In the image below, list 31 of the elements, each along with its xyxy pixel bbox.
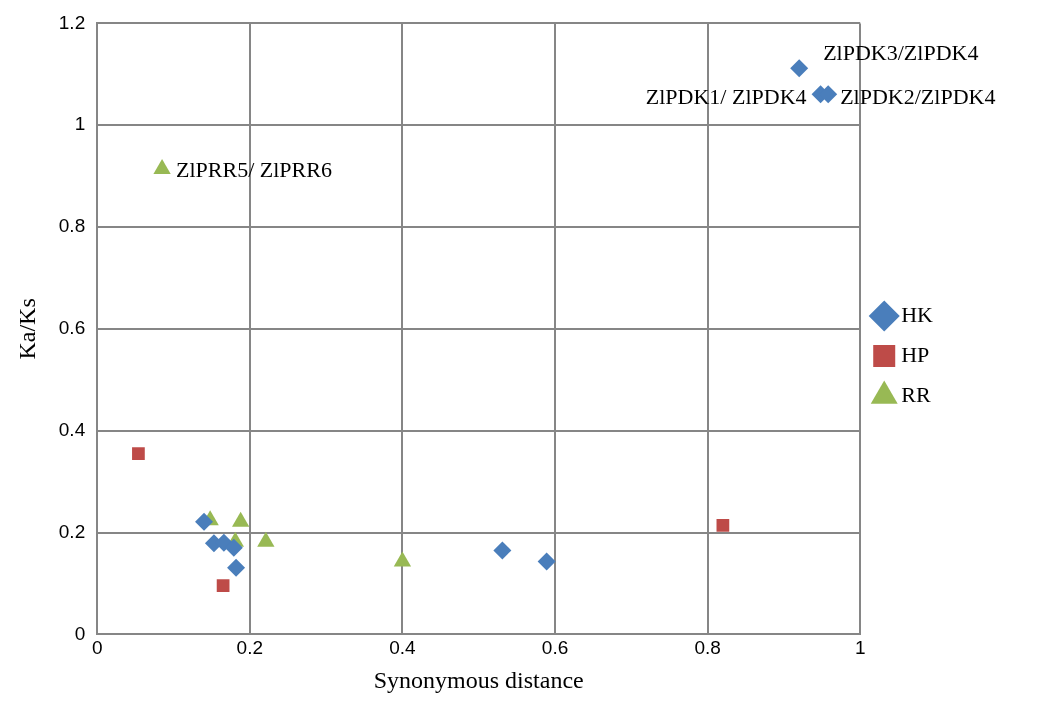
y-tick-label: 0.4 <box>58 418 86 440</box>
y-tick-label: 1.2 <box>58 11 86 33</box>
point <box>195 512 214 531</box>
x-tick-label: 0.2 <box>236 637 264 659</box>
y-tick-label: 0.2 <box>58 520 86 542</box>
x-axis-title: Synonymous distance <box>373 666 584 693</box>
annotation: ZlPDK2/ZlPDK4 <box>840 83 996 109</box>
legend-label: HK <box>901 301 934 327</box>
y-axis-title: Ka/Ks <box>13 298 40 360</box>
x-tick-label: 0.8 <box>694 637 721 659</box>
legend-label: HP <box>901 341 930 367</box>
point <box>132 447 145 461</box>
point <box>227 558 246 577</box>
point <box>216 579 230 592</box>
y-tick-label: 0.6 <box>58 317 86 339</box>
annotation: ZlPRR5/ ZlPRR6 <box>176 156 332 182</box>
y-tick-label: 0.8 <box>58 215 86 237</box>
annotation: ZlPDK1/ ZlPDK4 <box>645 83 807 109</box>
point <box>716 519 730 532</box>
x-tick-label: 0.6 <box>541 637 569 659</box>
x-tick-label: 0.4 <box>389 637 417 659</box>
annotation: ZlPDK3/ZlPDK4 <box>823 39 979 65</box>
point <box>790 59 809 78</box>
point <box>224 538 243 557</box>
point <box>537 552 556 571</box>
x-tick-label: 0 <box>91 637 103 659</box>
y-tick-label: 0 <box>74 622 86 644</box>
y-tick-label: 1 <box>74 113 86 135</box>
x-tick-label: 1 <box>854 637 866 659</box>
legend-label: RR <box>901 381 931 407</box>
point <box>493 541 512 560</box>
